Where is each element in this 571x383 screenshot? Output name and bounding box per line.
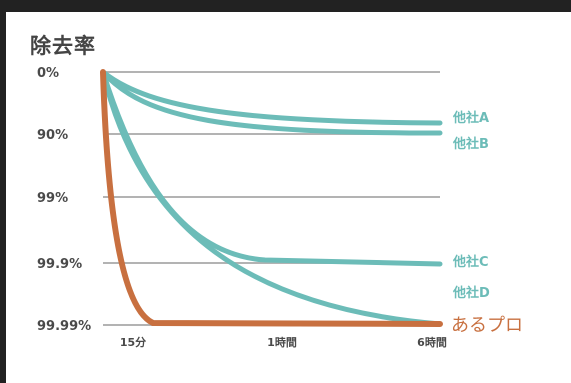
series-line [100, 69, 443, 126]
series-label: 他社D [452, 285, 490, 301]
chart-title: 除去率 [30, 34, 96, 58]
series-label: あるプロ [451, 315, 523, 336]
series-line [100, 69, 443, 136]
series-line [100, 69, 443, 267]
x-tick-label: 15分 [120, 335, 146, 349]
series-label: 他社A [452, 110, 489, 126]
y-tick-label: 99.9% [37, 257, 82, 272]
y-tick-label: 90% [37, 128, 68, 143]
series-line [100, 69, 443, 327]
x-tick-label: 1時間 [267, 335, 297, 349]
series-label: 他社C [452, 254, 489, 270]
series-label: 他社B [452, 136, 489, 152]
y-tick-label: 99.99% [37, 319, 91, 334]
y-tick-label: 0% [37, 66, 59, 81]
x-tick-label: 6時間 [417, 335, 447, 349]
y-tick-label: 99% [37, 191, 68, 206]
series-line [100, 69, 443, 327]
